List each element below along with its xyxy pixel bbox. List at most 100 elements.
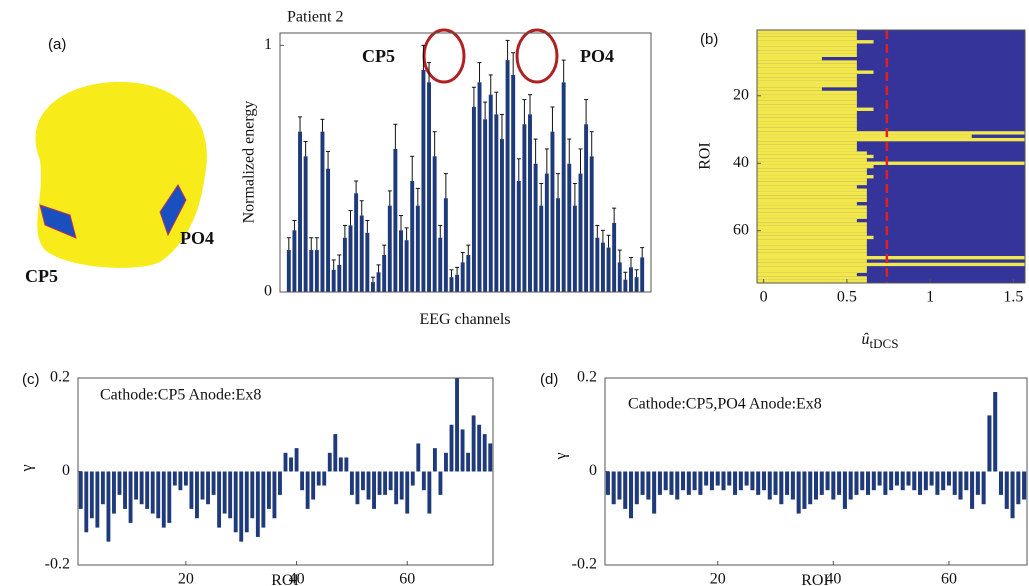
bar <box>860 471 865 491</box>
y-axis-label: Normalized energy <box>241 101 258 224</box>
bar <box>239 471 244 542</box>
heatmap-row <box>757 151 867 155</box>
bar <box>981 471 986 505</box>
bar <box>100 471 105 505</box>
bar <box>316 471 321 486</box>
bar <box>877 471 882 486</box>
bar <box>584 124 589 292</box>
bar <box>1022 471 1027 500</box>
bar <box>779 471 784 505</box>
bar <box>612 222 617 292</box>
y-tick-label: 1 <box>264 36 272 53</box>
heatmap-row <box>757 181 867 186</box>
bar <box>309 250 314 292</box>
heatmap-row <box>757 63 857 68</box>
bar <box>139 471 144 505</box>
bar <box>383 471 388 495</box>
bar <box>906 471 911 486</box>
bar <box>929 471 934 486</box>
y-tick-label: 0 <box>264 283 272 300</box>
bar <box>172 471 177 486</box>
electrode-label: CP5 <box>25 266 58 286</box>
y-axis-label: γ <box>553 452 570 460</box>
y-tick-label: -0.2 <box>572 556 597 573</box>
bar <box>611 471 616 505</box>
bar <box>1004 471 1009 509</box>
x-tick-label: 0 <box>760 289 768 306</box>
bar <box>311 471 316 500</box>
bar <box>505 60 510 292</box>
bar <box>342 237 347 292</box>
plot-area <box>286 39 645 292</box>
bar <box>348 225 353 292</box>
y-tick-label: -0.2 <box>45 556 70 573</box>
bar <box>156 471 161 519</box>
bar <box>89 471 94 519</box>
plot-frame <box>279 32 652 293</box>
bar <box>354 193 359 292</box>
bar <box>738 471 743 491</box>
bar <box>802 471 807 509</box>
bar <box>516 181 521 292</box>
bar <box>488 94 493 292</box>
heatmap-row <box>757 232 867 236</box>
heatmap-row <box>757 56 822 61</box>
heatmap-row <box>757 83 857 88</box>
bar <box>388 471 393 491</box>
heatmap-row <box>757 114 857 118</box>
bar <box>233 471 238 533</box>
bar <box>161 471 166 528</box>
bar <box>704 471 709 486</box>
bar <box>189 471 194 509</box>
bar <box>222 471 227 514</box>
bar <box>112 471 116 514</box>
heatmap-row <box>757 276 867 280</box>
heatmap-row <box>757 40 874 44</box>
y-axis-label: γ <box>19 464 36 472</box>
bar <box>145 471 150 509</box>
heatmap-row <box>757 46 857 51</box>
bar <box>866 471 871 495</box>
heatmap-row <box>757 100 857 105</box>
bar <box>355 471 360 505</box>
bar <box>78 471 83 509</box>
annotation: CP5 <box>362 46 395 66</box>
bar <box>918 471 923 495</box>
heatmap-row <box>757 188 867 192</box>
bar <box>544 173 549 292</box>
heatmap-row <box>757 131 1025 135</box>
bar <box>640 471 645 495</box>
heatmap-row <box>757 161 1025 165</box>
heatmap-row <box>757 50 857 54</box>
bar <box>894 471 899 486</box>
heatmap-row <box>757 171 867 176</box>
heatmap-row <box>757 195 867 199</box>
x-tick-label: 20 <box>710 571 726 586</box>
heatmap-row <box>757 218 857 223</box>
bar <box>286 250 291 292</box>
bar <box>455 378 459 472</box>
x-axis-label: EEG channels <box>419 311 510 328</box>
bar <box>399 471 404 500</box>
bar <box>432 156 437 292</box>
bar <box>405 471 410 514</box>
y-tick-label: 0 <box>589 462 597 479</box>
bar <box>331 269 336 292</box>
x-tick-label: 20 <box>178 571 194 586</box>
bar <box>848 471 853 500</box>
y-tick-label: 0 <box>62 462 70 479</box>
bar <box>438 237 443 292</box>
heatmap-row <box>757 259 867 263</box>
bar <box>482 434 487 472</box>
x-tick-label: 1.5 <box>1003 289 1023 306</box>
x-axis-label: ROI <box>271 572 299 586</box>
heatmap-row <box>757 94 857 98</box>
bar <box>561 82 566 292</box>
bar <box>1010 471 1015 519</box>
bar <box>365 232 370 292</box>
heatmap-row <box>757 256 1025 260</box>
bar <box>134 471 139 500</box>
x-axis-label-main: EEG channels <box>419 311 510 328</box>
heatmap-row <box>757 212 867 216</box>
